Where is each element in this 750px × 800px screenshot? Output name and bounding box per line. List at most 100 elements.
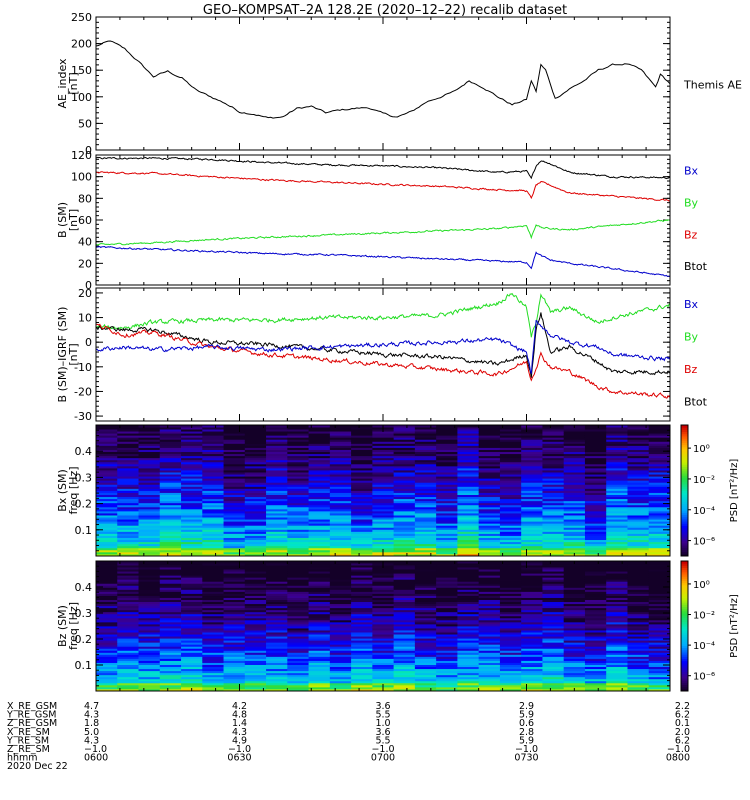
heatmap-cell (287, 433, 309, 436)
heatmap-cell (521, 502, 543, 506)
heatmap-cell (648, 579, 671, 582)
heatmap-cell (117, 515, 139, 518)
heatmap-cell (159, 510, 182, 514)
heatmap-cell (223, 453, 246, 457)
heatmap-cell (117, 609, 139, 613)
heatmap-cell (308, 579, 331, 582)
heatmap-cell (457, 563, 480, 566)
heatmap-cell (606, 585, 628, 588)
heatmap-cell (584, 517, 607, 520)
heatmap-cell (266, 543, 288, 547)
heatmap-cell (436, 609, 458, 613)
heatmap-cell (478, 662, 501, 665)
heatmap-cell (351, 486, 373, 489)
heatmap-cell (542, 545, 565, 549)
heatmap-cell (627, 513, 650, 516)
heatmap-cell (436, 425, 458, 428)
heatmap-cell (521, 579, 543, 582)
heatmap-cell (627, 453, 650, 457)
orbit-row-label: hhmm (7, 753, 38, 764)
legend-entry-bz: Bz (684, 228, 698, 241)
heatmap-cell (138, 437, 161, 440)
heatmap-cell (351, 680, 373, 684)
heatmap-cell (244, 539, 267, 543)
heatmap-cell (414, 455, 437, 459)
heatmap-cell (563, 545, 586, 549)
heatmap-cell (627, 510, 650, 514)
heatmap-cell (202, 492, 224, 495)
heatmap-cell (393, 437, 416, 440)
heatmap-cell (287, 496, 309, 500)
heatmap-cell (372, 654, 395, 657)
heatmap-cell (117, 642, 139, 645)
heatmap-cell (478, 654, 501, 657)
heatmap-cell (584, 656, 607, 659)
heatmap-cell (159, 607, 182, 611)
heatmap-cell (329, 591, 352, 594)
heatmap-cell (138, 433, 161, 436)
heatmap-cell (414, 521, 437, 524)
heatmap-cell (266, 515, 288, 518)
heatmap-cell (308, 630, 331, 633)
heatmap-cell (96, 459, 118, 463)
heatmap-cell (648, 609, 671, 613)
heatmap-cell (393, 445, 416, 448)
heatmap-cell (521, 650, 543, 653)
heatmap-cell (351, 642, 373, 645)
heatmap-cell (266, 537, 288, 541)
heatmap-cell (521, 519, 543, 522)
heatmap-cell (499, 519, 522, 522)
y-axis-label-line: [nT] (67, 343, 80, 365)
heatmap-cell (648, 607, 671, 611)
heatmap-cell (266, 449, 288, 453)
heatmap-cell (648, 664, 671, 668)
heatmap-cell (372, 573, 395, 576)
colorbar-tick-label: 10⁰ (693, 444, 710, 455)
heatmap-cell (117, 668, 139, 672)
heatmap-cell (414, 553, 437, 557)
heatmap-cell (606, 439, 628, 442)
heatmap-cell (287, 611, 309, 615)
heatmap-cell (584, 628, 607, 631)
heatmap-cell (117, 425, 139, 428)
heatmap-cell (308, 587, 331, 590)
heatmap-cell (117, 636, 139, 639)
heatmap-cell (627, 470, 650, 473)
heatmap-cell (202, 664, 224, 668)
heatmap-cell (266, 573, 288, 576)
heatmap-cell (266, 527, 288, 530)
heatmap-cell (159, 465, 182, 469)
heatmap-cell (159, 626, 182, 629)
heatmap-cell (606, 547, 628, 551)
heatmap-cell (117, 640, 139, 643)
heatmap-cell (181, 607, 203, 611)
heatmap-cell (478, 529, 501, 532)
heatmap-cell (542, 435, 565, 438)
heatmap-cell (372, 607, 395, 611)
heatmap-cell (117, 478, 139, 481)
heatmap-cell (648, 601, 671, 605)
heatmap-cell (244, 676, 267, 680)
orbit-cell: 4.7 (84, 701, 99, 712)
heatmap-cell (266, 467, 288, 471)
heatmap-cell (308, 553, 331, 557)
heatmap-cell (96, 583, 118, 586)
heatmap-cell (244, 529, 267, 532)
heatmap-cell (499, 599, 522, 603)
heatmap-cell (223, 630, 246, 633)
heatmap-cell (563, 529, 586, 532)
heatmap-cell (478, 508, 501, 512)
heatmap-cell (287, 523, 309, 526)
heatmap-cell (96, 553, 118, 557)
heatmap-cell (457, 666, 480, 670)
heatmap-cell (329, 666, 352, 670)
heatmap-cell (414, 634, 437, 637)
heatmap-cell (414, 662, 437, 665)
heatmap-cell (266, 581, 288, 584)
colorbar-swatch (681, 595, 688, 599)
heatmap-cell (584, 429, 607, 432)
heatmap-cell (542, 585, 565, 588)
heatmap-cell (563, 535, 586, 538)
heatmap-cell (627, 583, 650, 586)
